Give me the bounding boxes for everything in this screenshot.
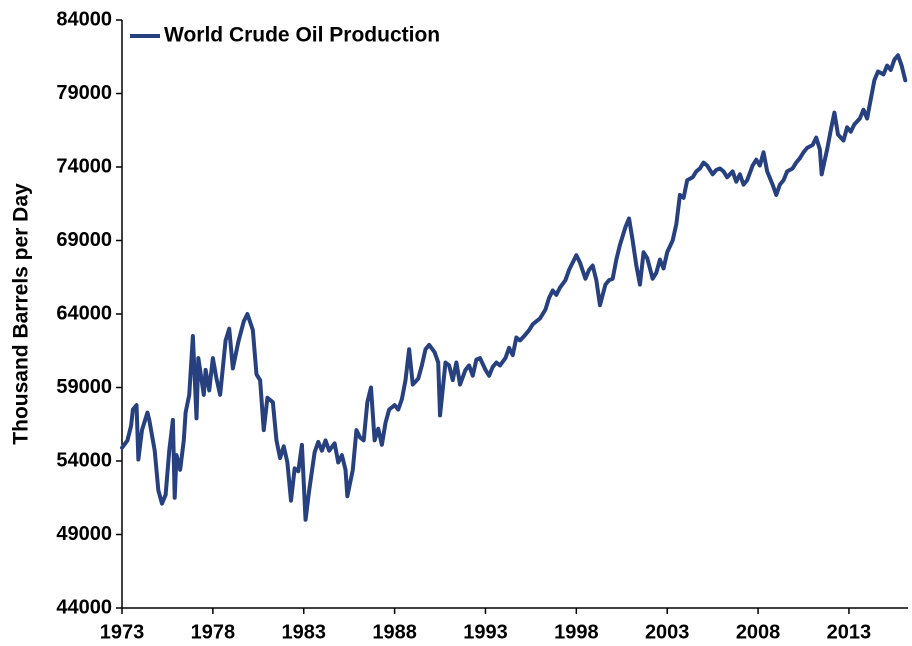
x-tick-label: 2003 <box>645 621 690 643</box>
y-axis-label: Thousand Barrels per Day <box>10 183 33 445</box>
y-tick-label: 49000 <box>56 523 112 545</box>
y-tick-label: 44000 <box>56 596 112 618</box>
x-tick-label: 2013 <box>827 621 872 643</box>
y-tick-label: 79000 <box>56 82 112 104</box>
y-tick-label: 74000 <box>56 155 112 177</box>
x-tick-label: 1988 <box>372 621 417 643</box>
x-tick-label: 1983 <box>281 621 326 643</box>
x-tick-label: 2008 <box>736 621 781 643</box>
y-tick-label: 59000 <box>56 376 112 398</box>
y-tick-label: 64000 <box>56 302 112 324</box>
x-tick-label: 1978 <box>191 621 236 643</box>
y-tick-label: 69000 <box>56 229 112 251</box>
x-tick-label: 1998 <box>554 621 599 643</box>
x-tick-label: 1993 <box>463 621 508 643</box>
y-tick-label: 84000 <box>56 8 112 30</box>
data-line <box>120 53 908 522</box>
y-tick-label: 54000 <box>56 449 112 471</box>
x-tick-label: 1973 <box>100 621 145 643</box>
legend-label: World Crude Oil Production <box>164 24 440 47</box>
